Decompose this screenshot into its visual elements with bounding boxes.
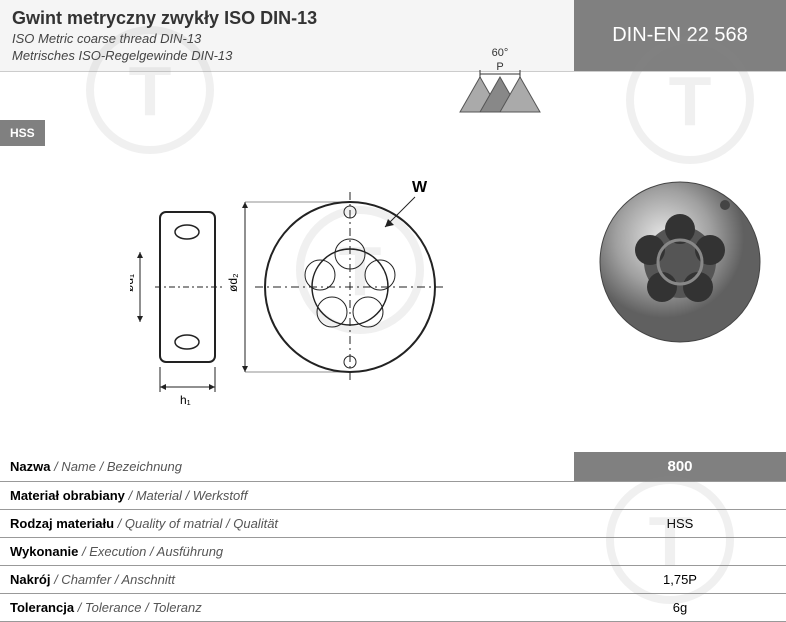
- spec-label: Rodzaj materiału / Quality of matrial / …: [0, 510, 574, 538]
- svg-text:P: P: [496, 61, 503, 73]
- svg-text:W: W: [412, 179, 428, 196]
- standard-badge: DIN-EN 22 568: [574, 0, 786, 71]
- svg-text:h₁: h₁: [180, 393, 191, 407]
- svg-text:ød₂: ød₂: [226, 273, 240, 292]
- spec-row: Materiał obrabiany / Material / Werkstof…: [0, 482, 786, 510]
- hss-badge: HSS: [0, 120, 45, 146]
- spec-row: Wykonanie / Execution / Ausführung: [0, 538, 786, 566]
- spec-row: Nazwa / Name / Bezeichnung800: [0, 452, 786, 482]
- die-photo: [595, 177, 765, 347]
- spec-value: HSS: [574, 510, 786, 538]
- spec-label: Wykonanie / Execution / Ausführung: [0, 538, 574, 566]
- technical-diagram: ød₁ h₁: [130, 172, 460, 422]
- svg-text:60°: 60°: [492, 47, 509, 59]
- main-left: HSS 60° P ød₁: [0, 72, 574, 452]
- spec-value: 800: [574, 452, 786, 482]
- spec-row: Nakrój / Chamfer / Anschnitt1,75P: [0, 566, 786, 594]
- spec-value: [574, 482, 786, 510]
- spec-table: Nazwa / Name / Bezeichnung800Materiał ob…: [0, 452, 786, 622]
- thread-angle-icon: 60° P: [450, 42, 550, 122]
- title-main: Gwint metryczny zwykły ISO DIN-13: [12, 8, 562, 29]
- spec-value: 6g: [574, 594, 786, 622]
- svg-text:ød₁: ød₁: [130, 274, 136, 292]
- main-right: [574, 72, 786, 452]
- spec-label: Materiał obrabiany / Material / Werkstof…: [0, 482, 574, 510]
- spec-label: Nazwa / Name / Bezeichnung: [0, 452, 574, 482]
- spec-value: [574, 538, 786, 566]
- spec-label: Nakrój / Chamfer / Anschnitt: [0, 566, 574, 594]
- spec-value: 1,75P: [574, 566, 786, 594]
- spec-row: Rodzaj materiału / Quality of matrial / …: [0, 510, 786, 538]
- spec-row: Tolerancja / Tolerance / Toleranz6g: [0, 594, 786, 622]
- main-area: HSS 60° P ød₁: [0, 72, 786, 452]
- spec-label: Tolerancja / Tolerance / Toleranz: [0, 594, 574, 622]
- header: Gwint metryczny zwykły ISO DIN-13 ISO Me…: [0, 0, 786, 72]
